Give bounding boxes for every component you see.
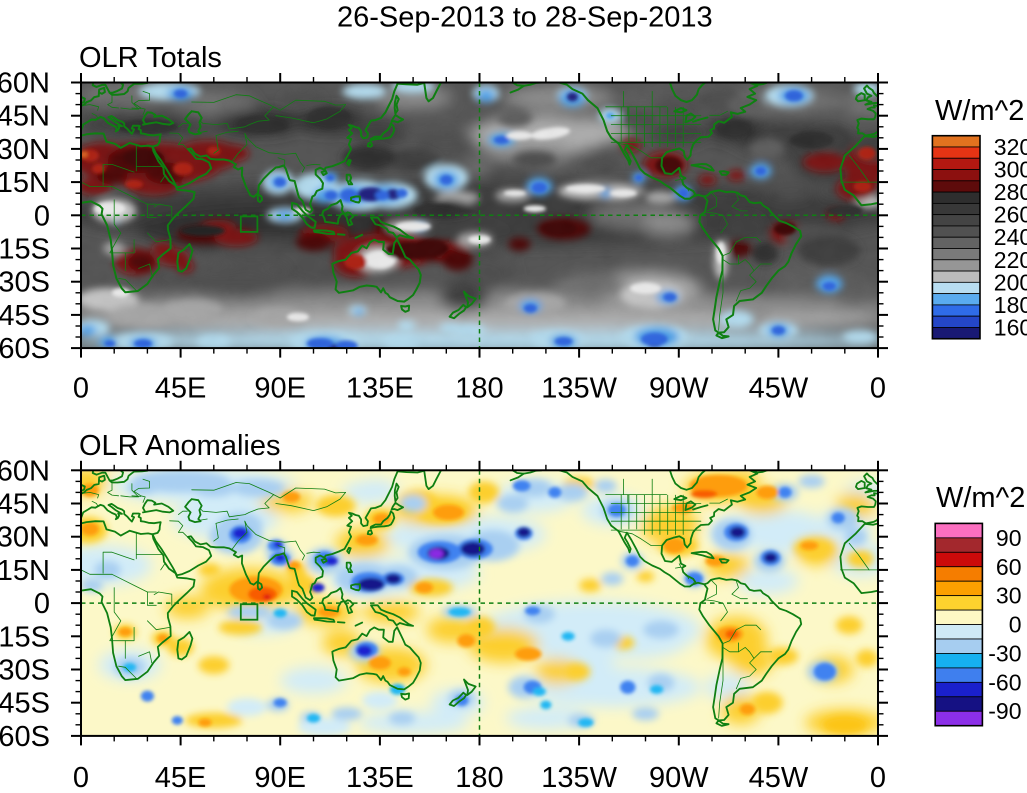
svg-text:180: 180 [455, 373, 503, 405]
svg-text:W/m^2: W/m^2 [936, 482, 1025, 514]
svg-text:45S: 45S [0, 300, 50, 332]
svg-text:30N: 30N [0, 522, 50, 554]
svg-text:90E: 90E [254, 762, 306, 788]
svg-text:26-Sep-2013 to 28-Sep-2013: 26-Sep-2013 to 28-Sep-2013 [337, 2, 713, 34]
svg-text:240: 240 [994, 224, 1027, 250]
svg-text:45W: 45W [749, 762, 809, 788]
svg-text:45W: 45W [749, 373, 809, 405]
svg-text:-30: -30 [988, 640, 1021, 666]
svg-text:200: 200 [994, 269, 1027, 295]
svg-text:15N: 15N [0, 167, 50, 199]
svg-text:90W: 90W [649, 762, 709, 788]
svg-text:45E: 45E [155, 373, 207, 405]
svg-text:15S: 15S [0, 234, 50, 266]
svg-text:OLR Totals: OLR Totals [79, 42, 222, 74]
svg-text:180: 180 [455, 762, 503, 788]
svg-text:45E: 45E [155, 762, 207, 788]
svg-text:280: 280 [994, 179, 1027, 205]
svg-text:15N: 15N [0, 555, 50, 587]
svg-text:180: 180 [994, 292, 1027, 318]
svg-text:OLR Anomalies: OLR Anomalies [79, 430, 281, 462]
svg-text:60S: 60S [0, 333, 50, 365]
svg-text:-60: -60 [988, 669, 1021, 695]
svg-text:0: 0 [34, 200, 50, 232]
svg-text:60N: 60N [0, 455, 50, 487]
svg-text:90W: 90W [649, 373, 709, 405]
svg-text:90: 90 [996, 525, 1022, 551]
svg-text:0: 0 [870, 373, 886, 405]
svg-text:30S: 30S [0, 267, 50, 299]
svg-text:0: 0 [870, 762, 886, 788]
svg-text:160: 160 [994, 315, 1027, 341]
svg-text:60: 60 [996, 554, 1022, 580]
svg-text:320: 320 [994, 134, 1027, 160]
svg-text:-90: -90 [988, 698, 1021, 724]
svg-text:0: 0 [73, 373, 89, 405]
svg-text:135E: 135E [346, 373, 414, 405]
svg-text:135W: 135W [541, 762, 617, 788]
svg-text:30N: 30N [0, 134, 50, 166]
svg-text:15S: 15S [0, 621, 50, 653]
svg-text:220: 220 [994, 247, 1027, 273]
svg-text:0: 0 [73, 762, 89, 788]
svg-text:30: 30 [996, 583, 1022, 609]
svg-text:135E: 135E [346, 762, 414, 788]
svg-text:300: 300 [994, 157, 1027, 183]
svg-text:0: 0 [34, 588, 50, 620]
svg-text:45N: 45N [0, 101, 50, 133]
svg-text:135W: 135W [541, 373, 617, 405]
svg-text:45S: 45S [0, 688, 50, 720]
svg-text:260: 260 [994, 202, 1027, 228]
svg-text:90E: 90E [254, 373, 306, 405]
svg-text:W/m^2: W/m^2 [935, 95, 1024, 127]
svg-text:30S: 30S [0, 655, 50, 687]
svg-text:60S: 60S [0, 721, 50, 753]
svg-text:60N: 60N [0, 68, 50, 100]
svg-text:45N: 45N [0, 489, 50, 521]
svg-text:0: 0 [1009, 612, 1022, 638]
